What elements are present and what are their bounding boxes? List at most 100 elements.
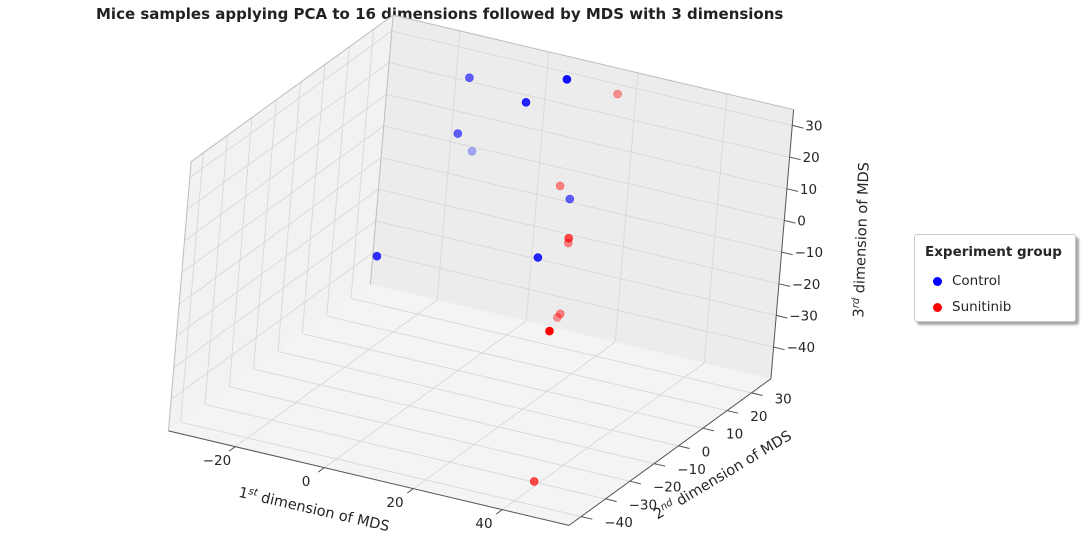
data-point-control [467,147,477,156]
y-tick--40 [580,516,593,520]
data-point-sunitinib [564,233,574,243]
data-point-control [521,98,531,107]
y-tick-30 [751,392,763,396]
data-point-control [453,129,463,138]
y-tick-label: −40 [604,515,633,531]
z-axis-line [770,109,795,379]
z-grid-back-20 [388,62,790,158]
y-grid-side-10 [301,64,326,334]
pane-edge-back-left [369,15,394,285]
y-grid-side-20 [326,46,350,317]
y-tick-label: 20 [750,409,767,425]
x-grid-floor-20 [412,341,616,490]
x-tick-20 [406,488,414,494]
y-grid-floor--40 [180,421,582,518]
z-tick-label: −20 [792,277,821,293]
side-pane [168,15,394,431]
y-tick--20 [629,480,642,485]
z-tick-label: 30 [805,118,822,134]
legend-marker-control [933,276,942,286]
y-tick-label: −20 [653,480,682,496]
x-grid-floor--20 [234,299,438,448]
y-tick-0 [678,445,690,449]
y-grid-floor-0 [277,350,679,447]
floor-pane [168,284,771,526]
y-grid-side--20 [228,117,253,387]
z-tick-30 [792,124,804,129]
z-grid-side--10 [178,157,382,305]
legend-title: Experiment group [925,244,1062,260]
y-grid-side--40 [180,152,204,423]
legend-item-sunitinib: Sunitinib [933,298,1011,316]
data-point-control [372,251,382,261]
z-tick-label: −40 [787,340,816,356]
z-tick-0 [784,219,796,224]
z-grid-back--20 [378,188,780,285]
data-point-sunitinib [613,89,622,99]
legend: Experiment group Control Sunitinib [914,234,1076,322]
z-grid-back-10 [386,93,788,190]
data-point-sunitinib [563,238,573,248]
z-grid-side--30 [173,220,377,368]
pane-edge-back-top [392,14,794,111]
z-tick-label: −10 [795,245,824,261]
data-point-control [533,253,543,262]
z-grid-side--40 [170,252,374,400]
x-grid-back-20 [614,72,639,343]
pane-edge-side-top [190,14,394,163]
y-tick--10 [653,463,666,467]
chart-title: Mice samples applying PCA to 16 dimensio… [96,5,784,23]
x-axis-line [168,430,570,526]
pane-edge-side-front [168,161,192,431]
y-tick-label: −30 [629,497,658,513]
y-grid-floor--30 [204,403,606,500]
y-grid-floor-30 [350,297,752,394]
z-grid-back--40 [372,252,774,348]
z-tick-label: 10 [800,182,817,198]
z-tick-label: −30 [789,308,818,324]
z-grid-back-30 [391,30,793,126]
y-tick-label: 30 [775,391,792,407]
z-grid-side-0 [181,125,385,273]
z-grid-side--20 [176,188,379,337]
legend-marker-sunitinib [933,302,942,312]
y-tick-20 [726,410,739,414]
x-tick--20 [228,446,236,452]
x-grid-back--20 [436,30,461,301]
y-grid-side--10 [253,99,277,370]
y-grid-floor-10 [302,333,703,429]
z-tick--20 [778,283,791,287]
z-tick-10 [786,188,799,192]
y-tick-10 [702,427,715,432]
z-tick-label: 0 [797,213,806,229]
x-grid-floor-0 [323,320,527,469]
z-grid-side-30 [189,30,393,178]
y-axis-line [568,378,772,526]
x-grid-back-40 [703,93,728,364]
data-point-sunitinib [553,313,562,322]
data-point-sunitinib [555,181,565,191]
legend-label-sunitinib: Sunitinib [952,299,1012,315]
z-tick--10 [781,251,793,256]
x-tick-label: 0 [302,474,311,490]
z-tick-20 [789,156,801,161]
y-grid-side-0 [277,82,302,352]
legend-label-control: Control [952,273,1001,289]
z-tick--40 [773,346,785,351]
z-grid-side-10 [184,93,387,242]
z-grid-side-20 [186,62,390,210]
z-grid-back--30 [375,220,777,316]
y-grid-side--30 [204,135,229,405]
x-tick-40 [495,509,503,515]
back-pane [370,15,794,379]
legend-item-control: Control [933,272,1001,290]
y-tick-label: 10 [726,427,743,443]
y-grid-floor-20 [326,315,728,412]
z-axis-label: 3rd dimension of MDS [850,162,873,318]
data-point-control [562,75,572,84]
x-tick-label: 40 [475,516,492,532]
z-grid-back-0 [383,125,785,221]
x-axis-label: 1st dimension of MDS [237,484,391,536]
data-point-sunitinib [529,477,539,486]
